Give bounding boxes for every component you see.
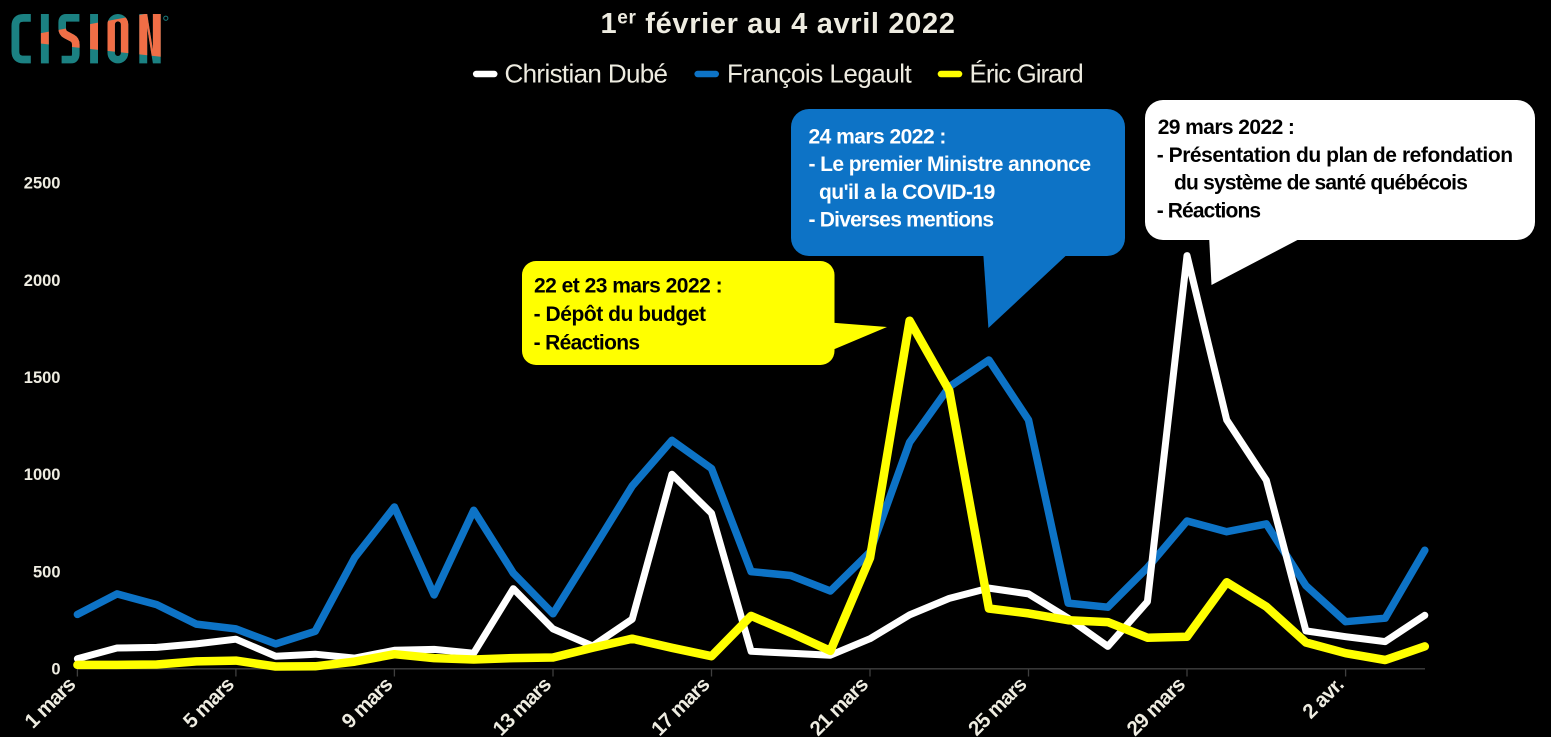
svg-text:5 mars: 5 mars	[179, 673, 239, 733]
svg-text:- Présentation du plan de refo: - Présentation du plan de refondation	[1157, 144, 1513, 167]
svg-text:1500: 1500	[24, 369, 61, 387]
svg-text:1er février au 4 avril 2022: 1er février au 4 avril 2022	[601, 8, 956, 41]
svg-text:24 mars 2022 :: 24 mars 2022 :	[809, 126, 946, 149]
svg-text:Christian Dubé: Christian Dubé	[505, 59, 668, 89]
svg-text:- Réactions: - Réactions	[1157, 199, 1261, 222]
svg-text:13 mars: 13 mars	[488, 673, 555, 737]
svg-text:2500: 2500	[24, 175, 61, 193]
svg-text:Éric Girard: Éric Girard	[970, 59, 1083, 89]
svg-text:1000: 1000	[24, 466, 61, 484]
svg-text:- Dépôt du budget: - Dépôt du budget	[534, 303, 706, 326]
svg-text:- Réactions: - Réactions	[534, 332, 640, 355]
svg-text:- Le premier Ministre annonce: - Le premier Ministre annonce	[809, 153, 1091, 176]
svg-text:du système de santé québécois: du système de santé québécois	[1174, 172, 1467, 195]
svg-text:2000: 2000	[24, 272, 61, 290]
svg-text:25 mars: 25 mars	[964, 673, 1031, 737]
svg-text:qu'il a la COVID-19: qu'il a la COVID-19	[819, 181, 995, 204]
svg-text:29 mars: 29 mars	[1122, 673, 1189, 737]
svg-text:17 mars: 17 mars	[647, 673, 714, 737]
svg-text:500: 500	[33, 563, 61, 581]
svg-text:1 mars: 1 mars	[20, 673, 80, 733]
svg-text:0: 0	[51, 661, 60, 679]
svg-text:21 mars: 21 mars	[805, 673, 872, 737]
svg-text:9 mars: 9 mars	[337, 673, 397, 733]
svg-text:22 et 23 mars 2022 :: 22 et 23 mars 2022 :	[534, 275, 722, 298]
svg-text:2 avr.: 2 avr.	[1298, 673, 1348, 723]
svg-text:François Legault: François Legault	[727, 59, 912, 89]
svg-text:- Diverses mentions: - Diverses mentions	[809, 209, 994, 232]
svg-text:29 mars 2022 :: 29 mars 2022 :	[1158, 116, 1295, 139]
